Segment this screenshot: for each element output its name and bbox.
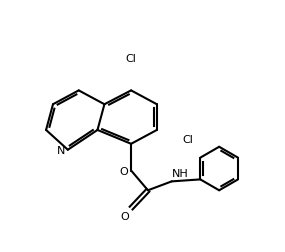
Text: O: O [120,211,129,221]
Text: N: N [56,145,65,155]
Text: NH: NH [172,169,188,179]
Text: Cl: Cl [126,53,137,64]
Text: O: O [119,166,128,176]
Text: Cl: Cl [183,134,194,144]
